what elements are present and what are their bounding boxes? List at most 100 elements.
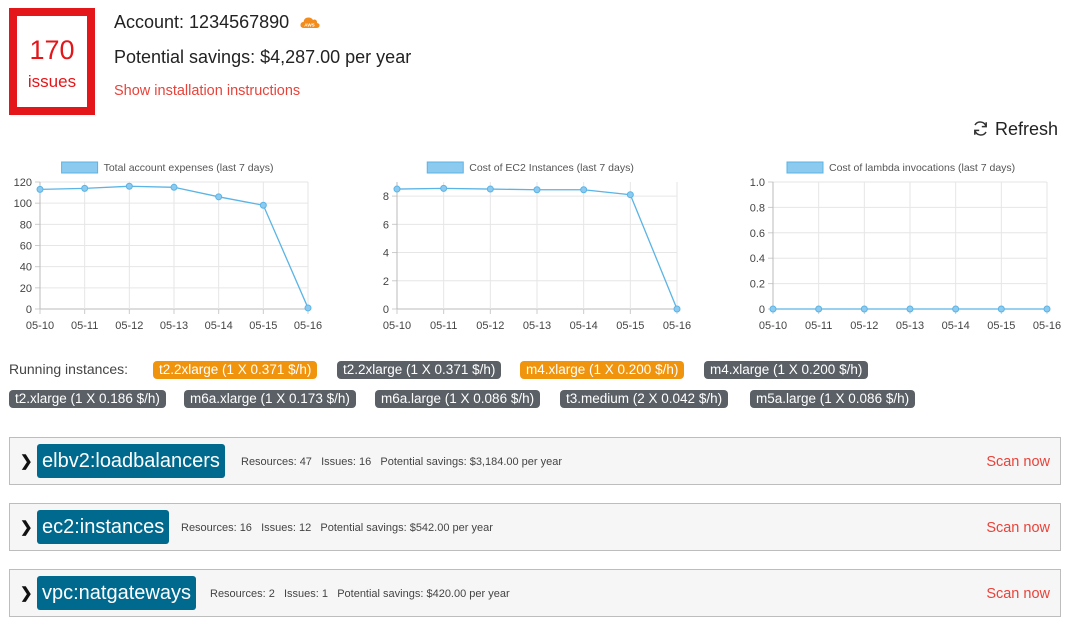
- y-tick-label: 80: [20, 219, 32, 231]
- data-point[interactable]: [125, 182, 133, 190]
- data-point[interactable]: [81, 184, 89, 192]
- data-point[interactable]: [170, 183, 178, 191]
- service-issues: Issues: 16: [321, 456, 372, 468]
- service-savings: Potential savings: $542.00 per year: [320, 522, 493, 534]
- x-tick-label: 05-12: [115, 320, 143, 332]
- data-point[interactable]: [393, 185, 401, 193]
- data-point[interactable]: [215, 193, 223, 201]
- instance-badge: t3.medium (2 X 0.042 $/h): [560, 390, 729, 408]
- installation-instructions-link[interactable]: Show installation instructions: [114, 83, 301, 99]
- aws-cloud-icon: AWS: [300, 13, 320, 34]
- x-tick-label: 05-10: [26, 320, 54, 332]
- x-tick-label: 05-16: [663, 320, 691, 332]
- legend-label: Cost of lambda invocations (last 7 days): [829, 162, 1015, 174]
- y-tick-label: 0.2: [750, 279, 765, 291]
- data-point[interactable]: [626, 191, 634, 199]
- service-row-vpc[interactable]: ❯ vpc:natgateways Resources: 2 Issues: 1…: [9, 569, 1061, 617]
- data-point[interactable]: [673, 305, 681, 313]
- lambda-cost-chart: Cost of lambda invocations (last 7 days)…: [730, 155, 1074, 345]
- total-expenses-chart: Total account expenses (last 7 days) 0 20 4…: [0, 155, 340, 345]
- data-point[interactable]: [906, 305, 914, 313]
- data-point[interactable]: [952, 305, 960, 313]
- service-meta: Resources: 2 Issues: 1 Potential savings…: [210, 588, 510, 600]
- service-name: vpc:natgateways: [37, 576, 196, 610]
- x-tick-label: 05-13: [896, 320, 924, 332]
- instance-badge: m4.xlarge (1 X 0.200 $/h): [520, 361, 685, 379]
- data-point[interactable]: [440, 184, 448, 192]
- service-meta: Resources: 16 Issues: 12 Potential savin…: [181, 522, 493, 534]
- x-tick-label: 05-11: [71, 320, 98, 332]
- x-tick-label: 05-16: [1033, 320, 1061, 332]
- chart-svg: Cost of lambda invocations (last 7 days)…: [750, 161, 1061, 332]
- x-tick-label: 05-10: [759, 320, 787, 332]
- issues-counter: 170 issues: [9, 8, 95, 115]
- data-point[interactable]: [36, 185, 44, 193]
- data-point[interactable]: [259, 201, 267, 209]
- y-tick-label: 0: [383, 304, 389, 316]
- x-tick-label: 05-15: [987, 320, 1015, 332]
- y-tick-label: 40: [20, 262, 32, 274]
- y-tick-label: 0.8: [750, 202, 765, 214]
- data-point[interactable]: [769, 305, 777, 313]
- refresh-icon: [974, 121, 987, 136]
- data-point[interactable]: [580, 186, 588, 194]
- account-line: Account: 1234567890 AWS: [114, 12, 320, 34]
- x-tick-label: 05-14: [570, 320, 598, 332]
- chart-svg: Total account expenses (last 7 days) 0 20 4…: [14, 161, 322, 332]
- instance-badge: t2.2xlarge (1 X 0.371 $/h): [153, 361, 318, 379]
- x-tick-label: 05-14: [942, 320, 970, 332]
- y-tick-label: 120: [14, 177, 32, 189]
- refresh-label: Refresh: [995, 119, 1059, 139]
- potential-savings: Potential savings: $4,287.00 per year: [114, 47, 412, 67]
- data-point[interactable]: [304, 304, 312, 312]
- x-tick-label: 05-11: [430, 320, 457, 332]
- x-tick-label: 05-10: [383, 320, 411, 332]
- x-tick-label: 05-15: [249, 320, 277, 332]
- legend-label: Total account expenses (last 7 days): [104, 162, 274, 174]
- service-issues: Issues: 1: [283, 588, 329, 600]
- data-point[interactable]: [486, 185, 494, 193]
- service-savings: Potential savings: $420.00 per year: [337, 588, 510, 600]
- y-tick-label: 2: [383, 276, 389, 288]
- service-savings: Potential savings: $3,184.00 per year: [380, 456, 563, 468]
- service-row-ec2[interactable]: ❯ ec2:instances Resources: 16 Issues: 12…: [9, 503, 1061, 551]
- service-name: elbv2:loadbalancers: [37, 444, 225, 478]
- y-tick-label: 8: [383, 191, 389, 203]
- instance-badge: m6a.xlarge (1 X 0.173 $/h): [184, 390, 356, 408]
- service-resources: Resources: 2: [210, 588, 275, 600]
- y-tick-label: 0: [26, 304, 32, 316]
- aws-badge-text: AWS: [304, 22, 314, 27]
- data-point[interactable]: [533, 186, 541, 194]
- data-point[interactable]: [1043, 305, 1051, 313]
- scan-now-button[interactable]: Scan now: [986, 454, 1050, 470]
- x-tick-label: 05-13: [523, 320, 551, 332]
- data-point[interactable]: [860, 305, 868, 313]
- ec2-cost-chart: Cost of EC2 Instances (last 7 days) 0 2 4 6 8…: [355, 155, 700, 345]
- refresh-button[interactable]: Refresh: [972, 119, 1058, 140]
- y-tick-label: 0: [759, 304, 765, 316]
- x-tick-label: 05-16: [294, 320, 322, 332]
- service-row-elbv2[interactable]: ❯ elbv2:loadbalancers Resources: 47 Issu…: [9, 437, 1061, 485]
- legend-swatch: [426, 161, 464, 174]
- service-issues: Issues: 12: [261, 522, 312, 534]
- scan-now-button[interactable]: Scan now: [986, 520, 1050, 536]
- instance-badge: m4.xlarge (1 X 0.200 $/h): [704, 361, 869, 379]
- y-tick-label: 6: [383, 219, 389, 231]
- data-point[interactable]: [997, 305, 1005, 313]
- running-instances-label: Running instances:: [9, 361, 129, 377]
- chevron-right-icon[interactable]: ❯: [20, 453, 33, 470]
- instance-badge: m6a.large (1 X 0.086 $/h): [375, 390, 541, 408]
- y-tick-label: 4: [383, 248, 389, 260]
- scan-now-button[interactable]: Scan now: [986, 586, 1050, 602]
- instance-badge: t2.2xlarge (1 X 0.371 $/h): [337, 361, 502, 379]
- x-tick-label: 05-11: [805, 320, 832, 332]
- y-tick-label: 20: [20, 283, 32, 295]
- instance-badge: t2.xlarge (1 X 0.186 $/h): [9, 390, 166, 408]
- chart-svg: Cost of EC2 Instances (last 7 days) 0 2 4 6 8…: [383, 161, 691, 332]
- y-tick-label: 1.0: [750, 177, 765, 189]
- chevron-right-icon[interactable]: ❯: [20, 519, 33, 536]
- data-point[interactable]: [815, 305, 823, 313]
- issues-count: 170: [29, 35, 75, 65]
- chevron-right-icon[interactable]: ❯: [20, 585, 33, 602]
- x-tick-label: 05-12: [850, 320, 878, 332]
